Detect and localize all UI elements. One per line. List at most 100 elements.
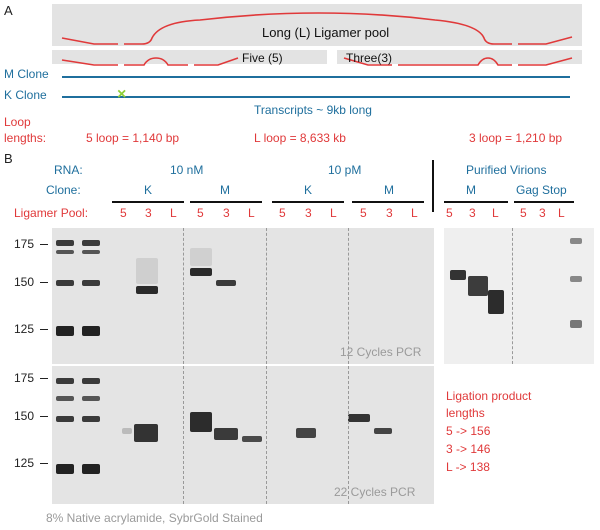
loop-label-1: Loop (4, 115, 31, 129)
clone-label: Clone: (46, 183, 81, 197)
legend-item-3: 3 -> 146 (446, 442, 491, 456)
clone-m-virion: M (466, 183, 476, 197)
ladder-band (82, 416, 100, 422)
ladder-band (56, 396, 74, 401)
ladder-band (570, 238, 582, 244)
transcripts-label: Transcripts ~ 9kb long (254, 103, 372, 117)
ligamer-pool-label: Ligamer Pool: (14, 206, 89, 220)
gel-bottom: 22 Cycles PCR (52, 366, 434, 504)
lane-label: 5 (360, 206, 367, 220)
section-divider (432, 160, 434, 212)
legend-title-2: lengths (446, 406, 485, 420)
lane-divider (512, 228, 513, 364)
lane-divider (183, 228, 184, 364)
k-clone-line (62, 96, 570, 98)
k-clone-label: K Clone (4, 88, 47, 102)
lane-divider (266, 228, 267, 364)
loopL-length: L loop = 8,633 kb (254, 131, 346, 145)
lane-label: 5 (120, 206, 127, 220)
lane-divider (266, 366, 267, 504)
long-pool-label: Long (L) Ligamer pool (262, 25, 390, 40)
five-pool-bar (52, 50, 327, 64)
k-mutation-mark: × (117, 86, 127, 103)
marker-top-175: 175 (14, 237, 35, 251)
clone-bar-gagstop (514, 201, 574, 203)
gel-top: 12 Cycles PCR (52, 228, 434, 364)
loop3-length: 3 loop = 1,210 bp (469, 131, 563, 145)
lane-divider (348, 228, 349, 364)
product-band (190, 412, 212, 432)
product-band (468, 276, 488, 296)
marker-tick (40, 282, 48, 283)
m-clone-line (62, 76, 570, 78)
lane-label: 3 (386, 206, 393, 220)
ladder-band (56, 280, 74, 286)
product-band (450, 270, 466, 280)
lane-label: 3 (539, 206, 546, 220)
product-band (214, 428, 238, 440)
marker-top-150: 150 (14, 275, 35, 289)
lane-label: L (170, 206, 177, 220)
lane-label: L (330, 206, 337, 220)
legend-title-1: Ligation product (446, 389, 532, 403)
product-band (136, 286, 158, 294)
product-band (134, 424, 158, 442)
panel-b-label: B (4, 151, 13, 166)
smear (136, 258, 158, 284)
ladder-band (82, 250, 100, 254)
ladder-band (82, 378, 100, 384)
clone-bar-m-10nm (190, 201, 262, 203)
ladder-band (570, 320, 582, 328)
gel-virions (444, 228, 594, 364)
loop-label-2: lengths: (4, 131, 47, 145)
clone-bar-m-10pm (352, 201, 424, 203)
rna-10pm: 10 pM (328, 163, 362, 177)
product-band (190, 268, 212, 276)
ladder-band (56, 416, 74, 422)
lane-label: 3 (305, 206, 312, 220)
marker-tick (40, 378, 48, 379)
ladder-band (56, 326, 74, 336)
lane-label: 5 (520, 206, 527, 220)
ladder-band (56, 240, 74, 246)
marker-tick (40, 329, 48, 330)
clone-bar-m-virion (444, 201, 508, 203)
ladder-band (82, 240, 100, 246)
cycles-bottom: 22 Cycles PCR (334, 485, 416, 499)
loop5-length: 5 loop = 1,140 bp (86, 131, 180, 145)
ladder-band (56, 250, 74, 254)
long-pool-bar (52, 4, 582, 46)
ladder-band (82, 464, 100, 474)
product-band (488, 290, 504, 314)
marker-top-125: 125 (14, 322, 35, 336)
smear (190, 248, 212, 266)
lane-label: 5 (197, 206, 204, 220)
ladder-band (82, 396, 100, 401)
ladder-band (82, 326, 100, 336)
marker-tick (40, 463, 48, 464)
five-pool-label: Five (5) (242, 51, 283, 65)
product-band (216, 280, 236, 286)
clone-k-10nm: K (144, 183, 153, 197)
clone-m-10nm: M (220, 183, 230, 197)
lane-label: 5 (446, 206, 453, 220)
product-band (348, 414, 370, 422)
rna-purified: Purified Virions (466, 163, 547, 177)
ladder-band (570, 276, 582, 282)
marker-bottom-125: 125 (14, 456, 35, 470)
three-pool-label: Three(3) (346, 51, 393, 65)
smear (122, 428, 132, 434)
lane-label: 5 (279, 206, 286, 220)
m-clone-label: M Clone (4, 67, 49, 81)
clone-bar-k-10nm (112, 201, 184, 203)
rna-label: RNA: (54, 163, 83, 177)
lane-label: 3 (145, 206, 152, 220)
marker-tick (40, 416, 48, 417)
clone-m-10pm: M (384, 183, 394, 197)
clone-bar-k-10pm (272, 201, 344, 203)
lane-label: L (248, 206, 255, 220)
lane-label: 3 (469, 206, 476, 220)
ladder-band (82, 280, 100, 286)
product-band (296, 428, 316, 438)
lane-divider (183, 366, 184, 504)
